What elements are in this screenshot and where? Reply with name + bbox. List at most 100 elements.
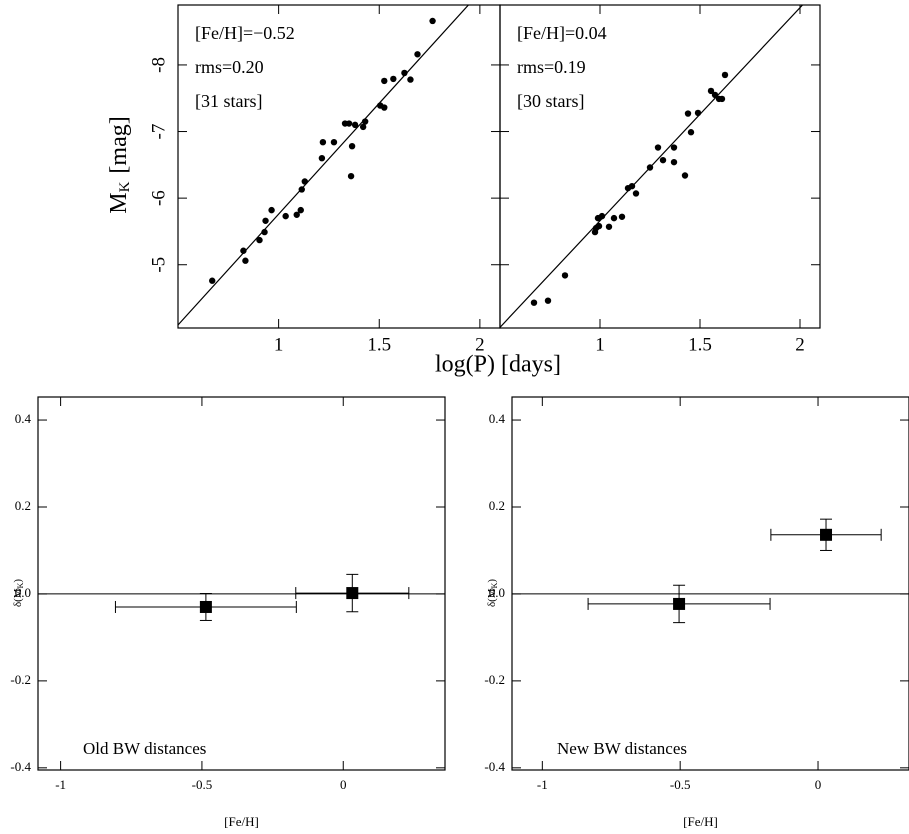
data-point [711,91,719,99]
data-point [605,223,613,230]
data-point [628,182,636,190]
y-tick-label: 0.2 [15,498,31,513]
x-tick-label: -0.5 [192,777,213,792]
y-tick-label: -0.4 [10,759,31,774]
data-point [390,75,397,83]
annotation: [31 stars] [195,91,262,111]
data-point [301,178,308,185]
data-point [293,211,300,218]
data-point [646,164,654,171]
y-axis-label-main: δ(M [12,588,24,607]
annotation: rms=0.20 [195,57,264,77]
annotation: New BW distances [557,739,687,758]
data-point [544,297,552,304]
x-tick-label: 1.5 [367,334,391,355]
data-point [707,87,715,95]
data-point [282,212,289,220]
data-point [429,17,436,25]
y-axis-label-sub: K [16,582,25,588]
data-point [298,186,305,193]
fit-line [178,5,470,326]
data-point [330,138,338,146]
plot-frame [177,4,501,329]
annotation: [30 stars] [517,91,584,111]
annotation: [Fe/H]=0.04 [517,23,607,43]
y-tick-label: 0.4 [489,411,506,426]
x-tick-label: 1 [274,334,284,355]
x-tick-label: -0.5 [670,777,691,792]
data-point [654,144,662,151]
y-tick-label: 0.2 [489,498,505,513]
y-tick-label: -0.2 [10,672,31,687]
data-point [319,138,327,146]
y-axis-label-end: ) [486,579,498,583]
data-point [345,120,353,127]
y-axis-label: MK [mag] [106,116,134,214]
data-point [209,277,216,284]
y-tick-label: -0.2 [484,672,505,687]
data-point [297,206,304,214]
x-tick-label: 0 [815,777,822,792]
data-point [681,172,689,179]
data-point [256,236,263,244]
plot-frame [511,396,909,771]
y-tick-label: 0.0 [489,585,505,600]
data-point [199,600,212,613]
data-point [242,257,249,264]
x-tick-label: 2 [475,334,485,355]
x-axis-label: [Fe/H] [683,814,718,829]
x-tick-label: 2 [795,334,805,355]
data-point [318,154,326,162]
x-tick-label: -1 [55,777,66,792]
data-point [530,299,538,306]
data-point [381,77,388,85]
y-axis-label-sub: K [117,181,133,192]
data-point [618,213,626,220]
annotation: [Fe/H]=−0.52 [195,23,295,43]
x-tick-label: -1 [537,777,548,792]
annotation: rms=0.19 [517,57,586,77]
data-point [261,228,268,236]
y-axis-label-main: δ(M [486,588,498,607]
y-axis-label-unit: [mag] [106,116,132,173]
y-axis-label: δ(MK) [12,579,25,607]
y-tick-label: 0.0 [15,585,31,600]
data-point [659,156,667,164]
data-point [610,214,618,222]
data-point [407,76,414,83]
plot-frame [37,396,446,771]
data-point [401,69,408,77]
data-point [351,121,359,129]
x-axis-label: log(P) [days] [435,352,561,378]
y-tick-label: -7 [148,124,169,140]
x-tick-label: 1 [595,334,605,355]
data-point [721,71,729,79]
x-tick-label: 1.5 [688,334,712,355]
data-point [268,206,275,214]
data-point [820,528,833,541]
y-tick-label: -8 [148,57,169,73]
data-point [240,247,247,254]
data-point [670,158,678,166]
fit-line [500,5,804,328]
y-tick-label: -6 [148,190,169,206]
y-axis-label: δ(MK) [486,579,499,607]
data-point [684,110,692,117]
data-point [687,129,695,136]
data-point [348,142,356,150]
data-point [361,118,369,125]
data-point [346,587,359,600]
data-point [262,217,269,224]
x-tick-label: 0 [340,777,347,792]
data-point [595,222,603,230]
data-point [670,144,678,151]
y-axis-label-main: M [106,192,132,213]
y-axis-label-end: ) [12,579,24,583]
data-point [598,212,606,220]
data-point [632,190,640,197]
data-point [718,95,726,103]
data-point [694,109,702,117]
data-point [673,597,686,610]
data-point [561,272,569,279]
